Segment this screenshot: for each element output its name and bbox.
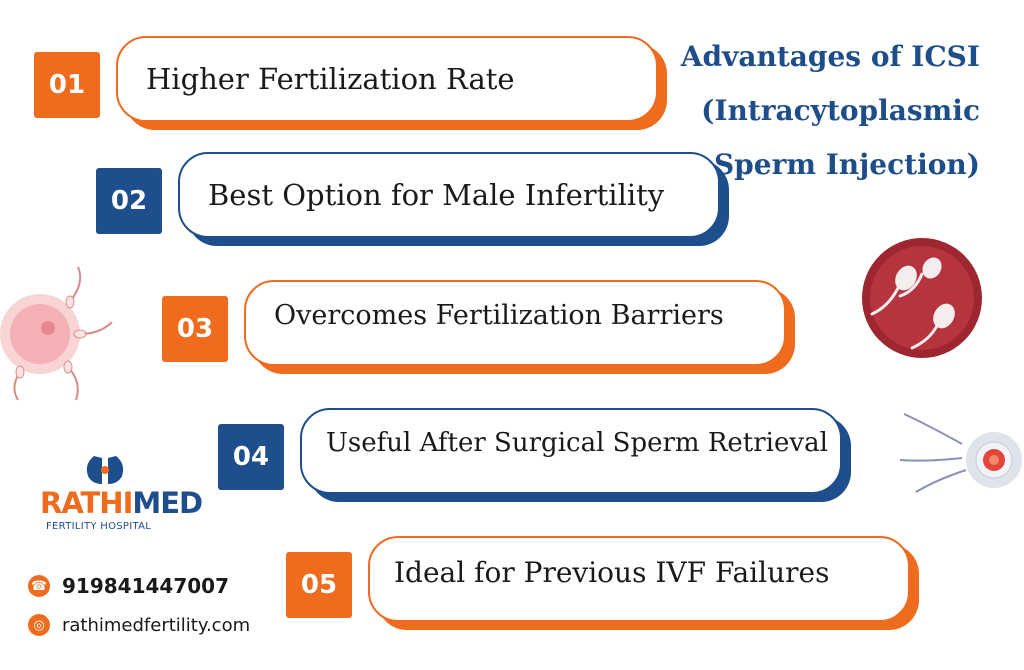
advantage-label-04: Useful After Surgical Sperm Retrieval xyxy=(326,428,828,458)
egg-cell-illustration-left xyxy=(0,266,113,401)
website-link[interactable]: rathimedfertility.com xyxy=(62,614,251,636)
page-title: Advantages of ICSI (Intracytoplasmic Spe… xyxy=(680,30,980,192)
number-badge-03: 03 xyxy=(162,296,228,362)
number-badge-02: 02 xyxy=(96,168,162,234)
contact-phone: ☎ 919841447007 xyxy=(28,574,229,598)
advantage-card-04: Useful After Surgical Sperm Retrieval xyxy=(300,408,842,494)
logo-wordmark: RATHIMED xyxy=(40,486,203,520)
hospital-logo: RATHIMED FERTILITY HOSPITAL xyxy=(40,456,203,538)
sperm-circle-illustration xyxy=(862,238,982,358)
title-line-2: (Intracytoplasmic xyxy=(701,94,980,127)
advantage-card-01: Higher Fertilization Rate xyxy=(116,36,658,122)
number-badge-04: 04 xyxy=(218,424,284,490)
title-line-3: Sperm Injection) xyxy=(713,148,980,181)
advantage-label-05: Ideal for Previous IVF Failures xyxy=(394,556,830,589)
number-badge-05: 05 xyxy=(286,552,352,618)
advantage-card-02: Best Option for Male Infertility xyxy=(178,152,720,238)
globe-icon: ◎ xyxy=(28,614,50,636)
advantage-label-02: Best Option for Male Infertility xyxy=(208,178,665,212)
advantage-card-05: Ideal for Previous IVF Failures xyxy=(368,536,910,622)
title-line-1: Advantages of ICSI xyxy=(680,40,980,73)
phone-icon: ☎ xyxy=(28,575,50,597)
advantage-card-03: Overcomes Fertilization Barriers xyxy=(244,280,786,366)
phone-number[interactable]: 919841447007 xyxy=(62,574,229,598)
egg-cell-illustration-right xyxy=(899,413,1022,493)
number-badge-01: 01 xyxy=(34,52,100,118)
contact-website: ◎ rathimedfertility.com xyxy=(28,614,250,636)
logo-emblem-icon xyxy=(86,456,124,484)
advantage-label-01: Higher Fertilization Rate xyxy=(146,62,515,96)
advantage-label-03: Overcomes Fertilization Barriers xyxy=(274,300,724,331)
logo-subtitle: FERTILITY HOSPITAL xyxy=(46,521,152,532)
